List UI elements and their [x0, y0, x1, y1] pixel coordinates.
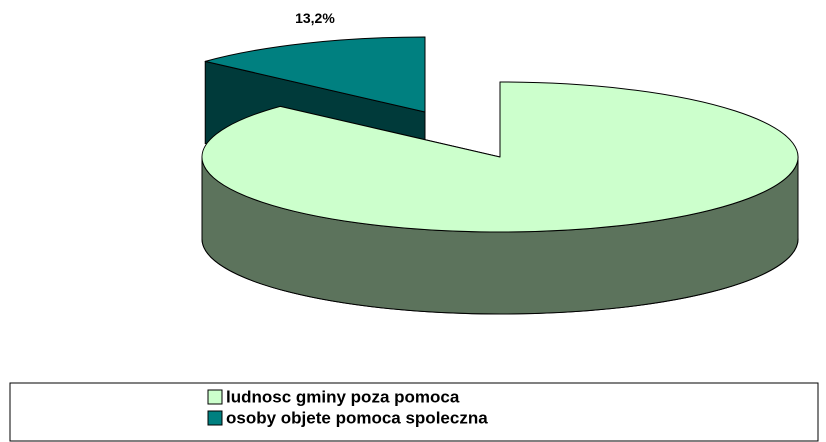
slice — [201, 81, 799, 233]
legend-label: osoby objete pomoca spoleczna — [226, 408, 488, 427]
slice — [204, 36, 426, 113]
data-label: 13,2% — [295, 10, 335, 26]
legend-swatch — [207, 389, 223, 405]
legend-swatch — [207, 410, 223, 426]
legend-label: ludnosc gminy poza pomoca — [226, 387, 460, 406]
legend-box — [9, 382, 819, 442]
